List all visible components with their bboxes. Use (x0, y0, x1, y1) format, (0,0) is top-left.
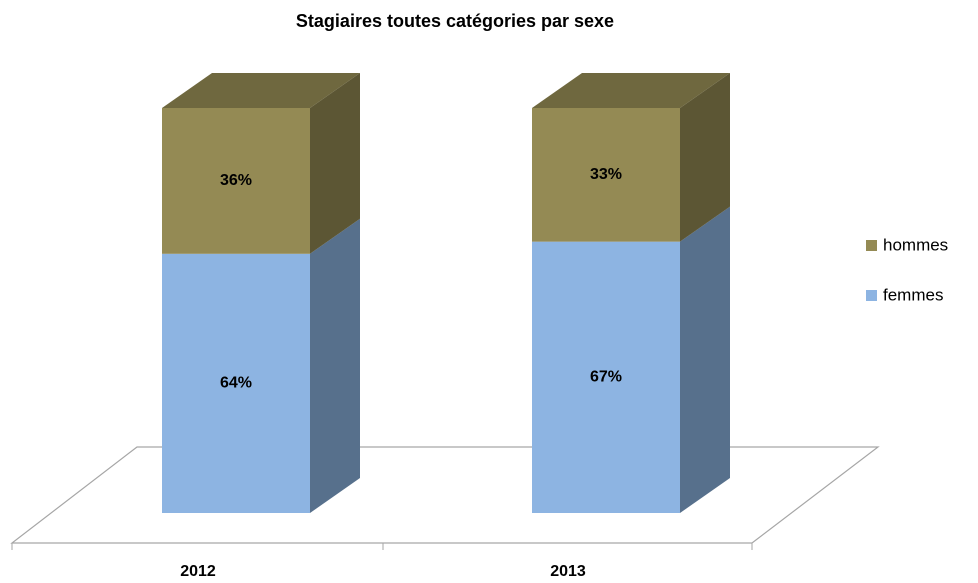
bar-segment (162, 218, 360, 514)
data-label: 64% (220, 375, 252, 392)
x-tick-label: 2012 (180, 563, 216, 580)
bar-segment (532, 73, 730, 242)
data-label: 36% (220, 172, 252, 189)
bar-front (162, 108, 310, 254)
bar-side (310, 218, 360, 514)
data-label: 67% (590, 369, 622, 386)
bar-side (310, 73, 360, 254)
legend-swatch (866, 290, 877, 301)
bar-top (162, 73, 360, 108)
legend-swatch (866, 240, 877, 251)
bar-side (680, 73, 730, 242)
bar-front (532, 241, 680, 513)
bar-front (532, 108, 680, 242)
bar-segment (532, 206, 730, 513)
bar-front (162, 253, 310, 514)
bar-segment (162, 73, 360, 254)
chart-title: Stagiaires toutes catégories par sexe (296, 11, 614, 31)
data-label: 33% (590, 166, 622, 183)
legend-label: femmes (883, 285, 943, 304)
bar-top (532, 73, 730, 108)
legend-label: hommes (883, 235, 948, 254)
x-tick-label: 2013 (550, 563, 586, 580)
floor (10, 446, 880, 544)
bar-side (680, 206, 730, 513)
